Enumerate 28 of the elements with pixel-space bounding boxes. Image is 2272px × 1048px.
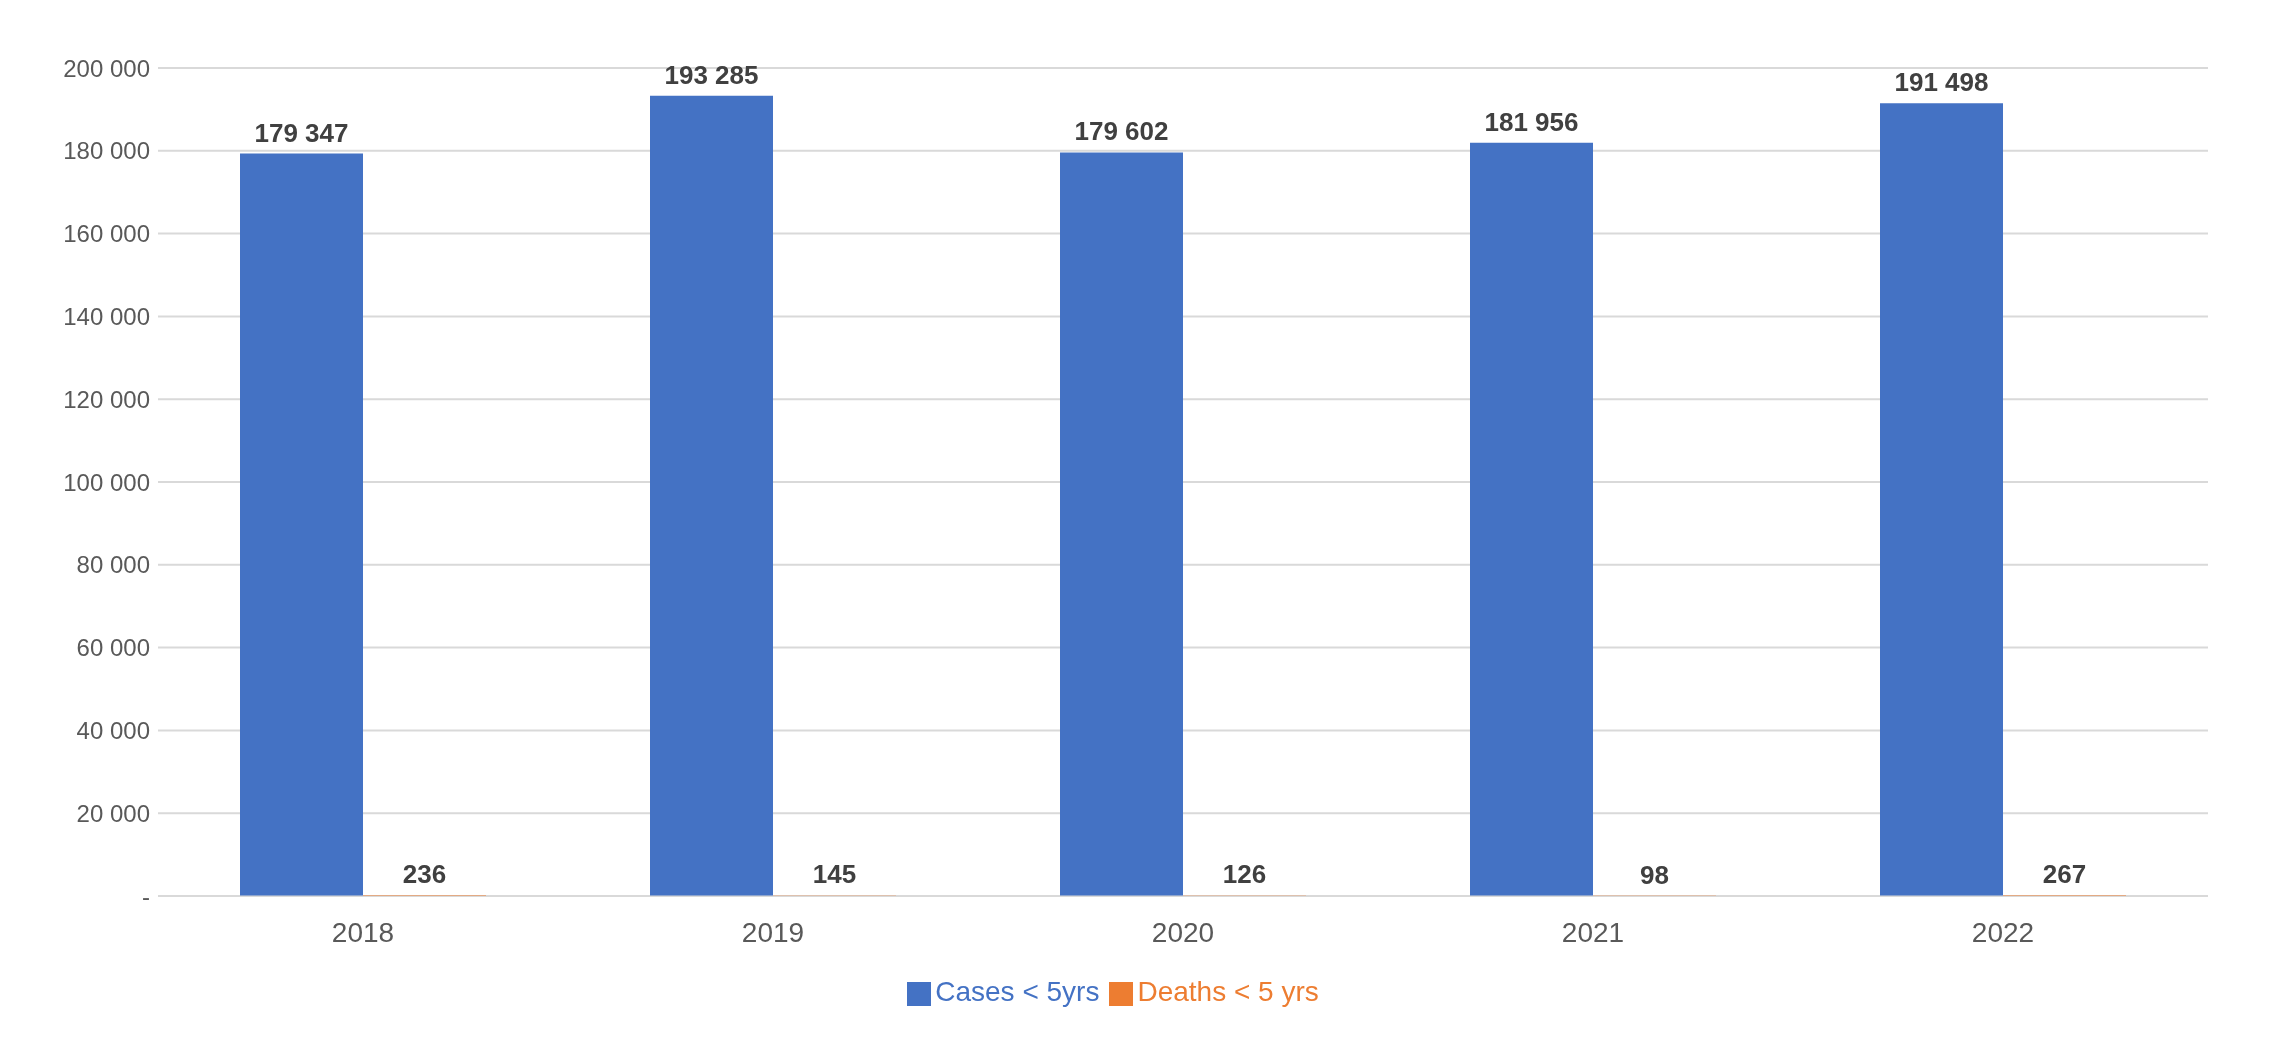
data-label: 267: [2042, 858, 2087, 889]
data-label: 145: [812, 859, 857, 890]
data-label: 236: [402, 859, 447, 890]
y-tick-label: 200 000: [63, 54, 150, 82]
x-tick-label: 2021: [1561, 916, 1625, 948]
data-label: 126: [1222, 859, 1267, 890]
data-label: 179 602: [1074, 116, 1169, 147]
data-label: 98: [1640, 859, 1669, 890]
x-tick-label: 2019: [741, 916, 805, 948]
y-tick-label: 60 000: [76, 634, 150, 662]
y-tick-label: 40 000: [76, 716, 150, 744]
y-tick-label: 80 000: [76, 551, 150, 579]
y-tick-label: 160 000: [63, 220, 150, 248]
data-label: 193 285: [664, 59, 759, 90]
data-label: 179 347: [254, 117, 349, 148]
y-tick-label: 100 000: [63, 468, 150, 496]
y-tick-label: 120 000: [63, 385, 150, 413]
y-tick-label: 20 000: [76, 799, 150, 827]
x-tick-label: 2018: [331, 916, 395, 948]
x-tick-label: 2022: [1971, 916, 2035, 948]
data-label: 181 956: [1484, 106, 1579, 137]
y-tick-label: 180 000: [63, 137, 150, 165]
data-label: 191 498: [1894, 67, 1989, 98]
legend-label: Cases < 5yrs: [935, 976, 1100, 1007]
legend-label: Deaths < 5 yrs: [1137, 976, 1319, 1007]
x-tick-label: 2020: [1151, 916, 1215, 948]
y-tick-label: -: [142, 882, 150, 910]
y-tick-label: 140 000: [63, 302, 150, 330]
